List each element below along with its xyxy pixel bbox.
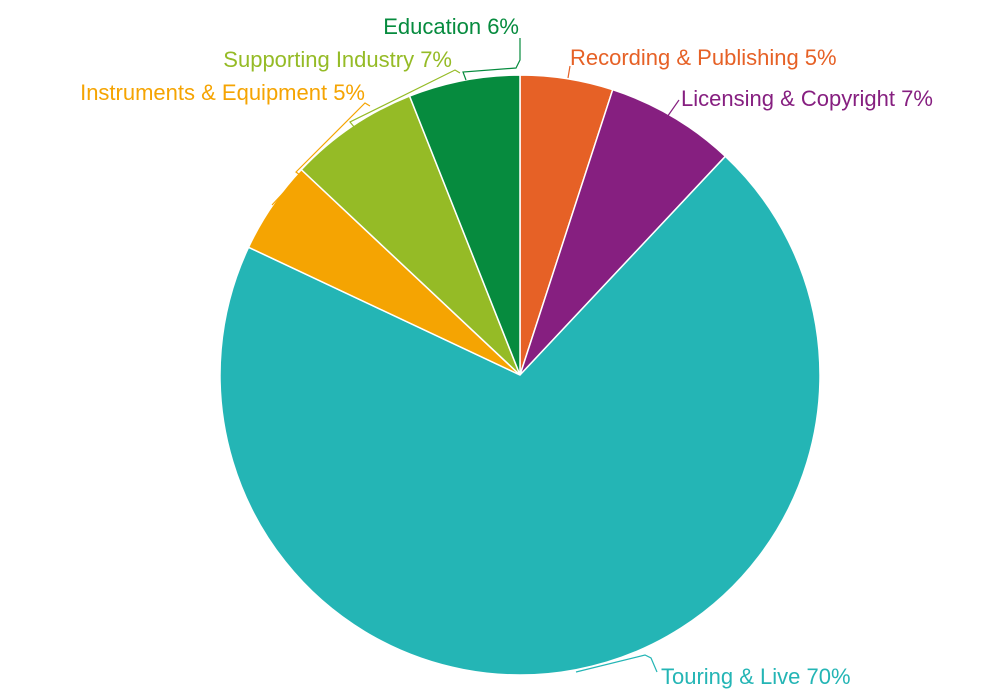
leader-line-6 (463, 38, 520, 80)
slice-label-1: Recording & Publishing 5% (570, 45, 837, 70)
slice-label-6: Education 6% (383, 14, 519, 39)
slice-label-5: Supporting Industry 7% (223, 47, 452, 72)
pie-slices (220, 75, 820, 675)
slice-label-3: Touring & Live 70% (661, 664, 851, 689)
slice-label-2: Licensing & Copyright 7% (681, 86, 933, 111)
slice-label-4: Instruments & Equipment 5% (80, 80, 365, 105)
